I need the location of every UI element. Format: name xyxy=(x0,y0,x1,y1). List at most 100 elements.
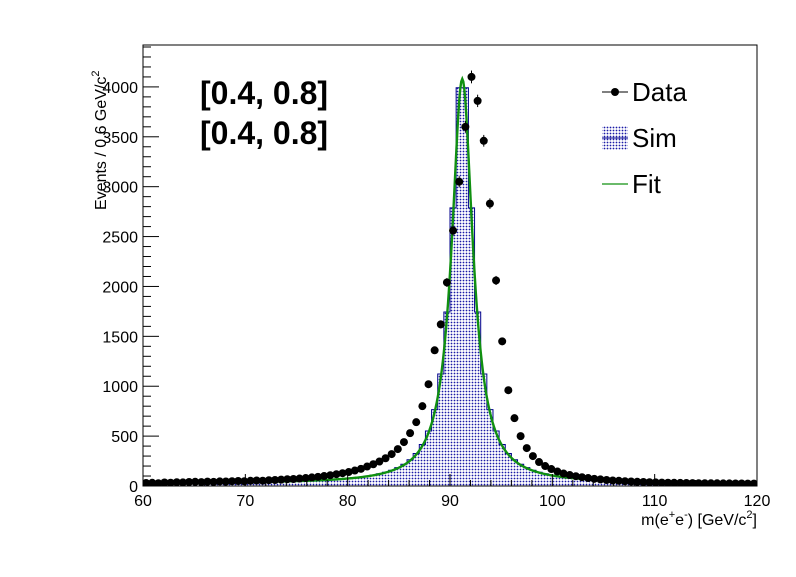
data-point xyxy=(627,477,636,486)
y-tick-label: 500 xyxy=(111,429,138,446)
data-point xyxy=(375,457,384,466)
data-point xyxy=(185,478,194,486)
data-point xyxy=(670,478,679,486)
data-point xyxy=(553,467,562,476)
data-point xyxy=(547,465,556,474)
data-point xyxy=(639,478,648,486)
data-point xyxy=(406,429,415,438)
data-point xyxy=(203,477,212,486)
data-point xyxy=(461,122,470,131)
data-point xyxy=(479,136,488,145)
y-tick-label: 2000 xyxy=(102,279,138,296)
data-point xyxy=(676,478,685,486)
data-point xyxy=(313,472,322,481)
x-tick-label: 80 xyxy=(339,493,357,510)
data-point xyxy=(301,474,310,483)
x-tick-label: 70 xyxy=(236,493,254,510)
data-point xyxy=(700,479,709,486)
data-point xyxy=(535,458,544,467)
data-point xyxy=(344,468,353,477)
annotation-line-2: [0.4, 0.8] xyxy=(200,115,328,151)
data-point xyxy=(424,380,433,389)
data-point xyxy=(143,479,151,486)
data-point xyxy=(498,337,507,346)
data-point xyxy=(430,346,439,355)
data-point xyxy=(393,445,402,454)
data-point xyxy=(657,478,666,486)
data-point xyxy=(571,472,580,481)
data-point xyxy=(737,479,746,486)
data-point xyxy=(713,479,722,486)
data-point xyxy=(596,475,605,484)
data-point xyxy=(221,477,230,486)
data-point xyxy=(289,475,298,484)
data-point xyxy=(320,472,329,481)
data-point xyxy=(719,479,728,486)
data-point xyxy=(608,476,617,485)
data-point xyxy=(356,464,365,473)
data-point xyxy=(492,276,501,285)
data-point xyxy=(516,432,525,441)
data-point xyxy=(694,479,703,486)
data-point xyxy=(590,474,599,483)
legend-data-marker xyxy=(611,88,619,96)
data-point xyxy=(332,470,341,479)
x-tick-label: 100 xyxy=(539,493,566,510)
legend: Data Sim Fit xyxy=(602,77,687,199)
data-point xyxy=(271,476,280,485)
data-point xyxy=(559,469,568,478)
data-point xyxy=(228,477,237,486)
x-axis-title: m(e+e-) [GeV/c2] xyxy=(641,509,757,529)
x-axis: 60 70 80 90 100 110 120 xyxy=(134,474,770,510)
data-point xyxy=(191,477,200,486)
data-point xyxy=(682,479,691,486)
data-point xyxy=(688,479,697,486)
data-point xyxy=(651,478,660,486)
data-point xyxy=(350,466,359,475)
data-point xyxy=(154,479,163,486)
data-point xyxy=(725,479,734,486)
data-point xyxy=(264,476,273,485)
data-point xyxy=(387,450,396,459)
y-tick-label: 2500 xyxy=(102,230,138,247)
y-tick-label: 3000 xyxy=(102,180,138,197)
annotation-line-1: [0.4, 0.8] xyxy=(200,75,328,111)
data-point xyxy=(473,96,482,105)
data-point xyxy=(363,462,372,471)
data-point xyxy=(504,386,513,395)
data-point xyxy=(522,444,531,453)
y-tick-label: 1000 xyxy=(102,379,138,396)
data-point xyxy=(148,478,157,486)
data-point xyxy=(541,462,550,471)
data-point xyxy=(620,477,629,486)
x-tick-label: 60 xyxy=(134,493,152,510)
data-point xyxy=(399,438,408,447)
data-point xyxy=(234,477,243,486)
x-tick-label: 90 xyxy=(441,493,459,510)
y-tick-label: 3500 xyxy=(102,130,138,147)
legend-entry-fit: Fit xyxy=(602,169,662,199)
data-point xyxy=(485,199,494,208)
data-point xyxy=(252,476,261,485)
data-point xyxy=(706,479,715,486)
data-point xyxy=(246,476,255,485)
data-point xyxy=(338,469,347,478)
data-point xyxy=(633,477,642,486)
legend-entry-data: Data xyxy=(602,77,687,107)
data-point xyxy=(584,474,593,483)
data-point xyxy=(510,414,519,423)
data-point xyxy=(326,471,335,480)
data-point xyxy=(467,72,476,81)
data-point xyxy=(258,476,267,485)
data-point xyxy=(749,479,757,486)
data-point xyxy=(295,474,304,483)
data-point xyxy=(528,452,537,461)
y-tick-label: 0 xyxy=(129,479,138,496)
data-point xyxy=(209,477,218,486)
data-point xyxy=(369,460,378,469)
legend-entry-sim: Sim xyxy=(602,123,677,153)
data-point xyxy=(197,478,206,486)
data-point xyxy=(160,478,169,486)
